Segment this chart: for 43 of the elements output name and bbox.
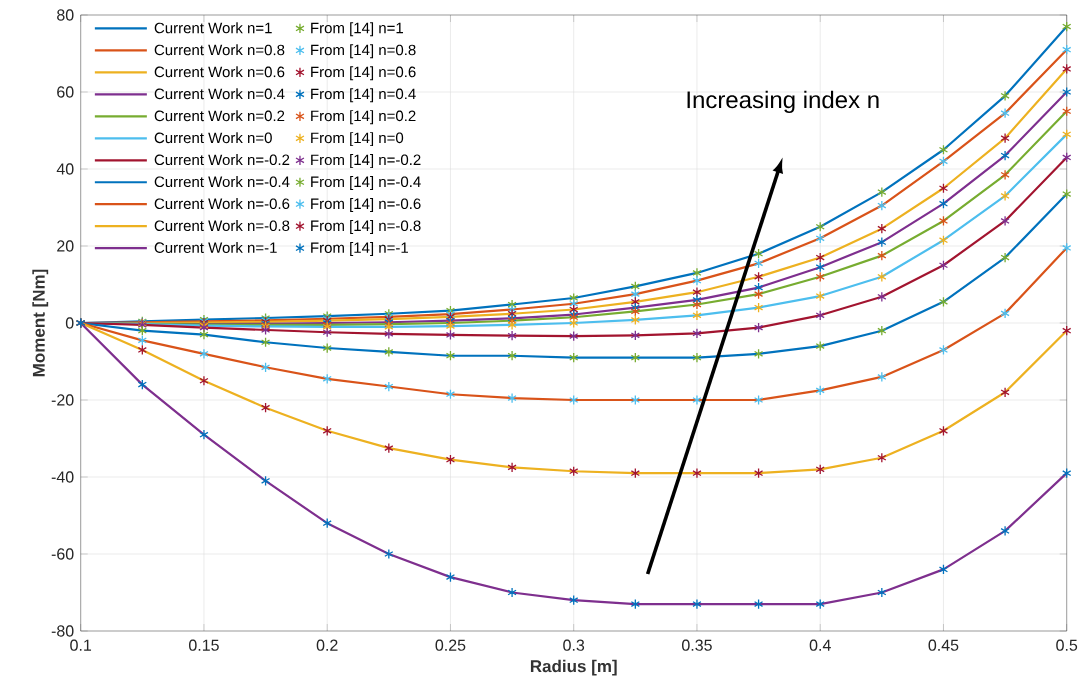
legend-label: From [14] n=0.8 (311, 44, 416, 59)
legend-label: Current Work n=0.4 (154, 88, 285, 100)
legend-label: Current Work n=-1 (154, 241, 277, 253)
legend-label: Current Work n=1 (154, 22, 272, 34)
x-axis-title: Radius [m] (530, 659, 617, 676)
legend-label: From [14] n=-0.8 (311, 220, 421, 234)
legend-label: From [14] n=-0.6 (311, 198, 421, 213)
y-tick-label: 20 (57, 240, 74, 252)
legend-label: From [14] n=0.6 (311, 66, 416, 81)
legend-label: Current Work n=0.8 (154, 44, 285, 56)
x-tick-label: 0.2 (316, 639, 338, 651)
y-axis-title: Moment [Nm] (32, 269, 49, 377)
annotation: Increasing index n (687, 90, 879, 114)
legend-label: Current Work n=-0.6 (154, 198, 290, 210)
y-tick-label: 80 (57, 9, 74, 21)
y-tick-label: -80 (51, 625, 74, 637)
legend-label: From [14] n=0.2 (311, 110, 416, 125)
y-tick-label: 40 (56, 163, 74, 175)
y-tick-label: 60 (57, 86, 74, 98)
x-tick-label: 0.4 (809, 639, 831, 651)
y-tick-label: -40 (51, 471, 74, 483)
x-tick-label: 0.1 (70, 639, 92, 651)
legend-label: From [14] n=-0.2 (311, 154, 421, 169)
legend-label: Current Work n=-0.4 (154, 176, 290, 188)
legend-label: Current Work n=-0.8 (154, 220, 290, 232)
x-tick-label: 0.5 (1056, 639, 1078, 651)
legend-label: Current Work n=-0.2 (154, 154, 290, 166)
legend-label: From [14] n=0 (311, 132, 404, 147)
legend-label: From [14] n=1 (311, 22, 403, 37)
y-tick-label: -60 (51, 548, 74, 560)
y-tick-label: 0 (65, 317, 74, 329)
y-tick-label: -20 (51, 394, 74, 406)
x-tick-label: 0.3 (563, 639, 585, 651)
x-tick-label: 0.45 (928, 639, 959, 651)
legend-label: From [14] n=-1 (311, 241, 408, 256)
legend-label: Current Work n=0.2 (154, 110, 285, 122)
legend-label: Current Work n=0.6 (154, 66, 285, 78)
legend-label: From [14] n=-0.4 (311, 176, 421, 191)
x-tick-label: 0.35 (682, 639, 712, 651)
x-tick-label: 0.15 (189, 639, 219, 651)
x-tick-label: 0.25 (435, 639, 466, 651)
legend-label: Current Work n=0 (154, 132, 272, 144)
legend-label: From [14] n=0.4 (311, 88, 416, 103)
